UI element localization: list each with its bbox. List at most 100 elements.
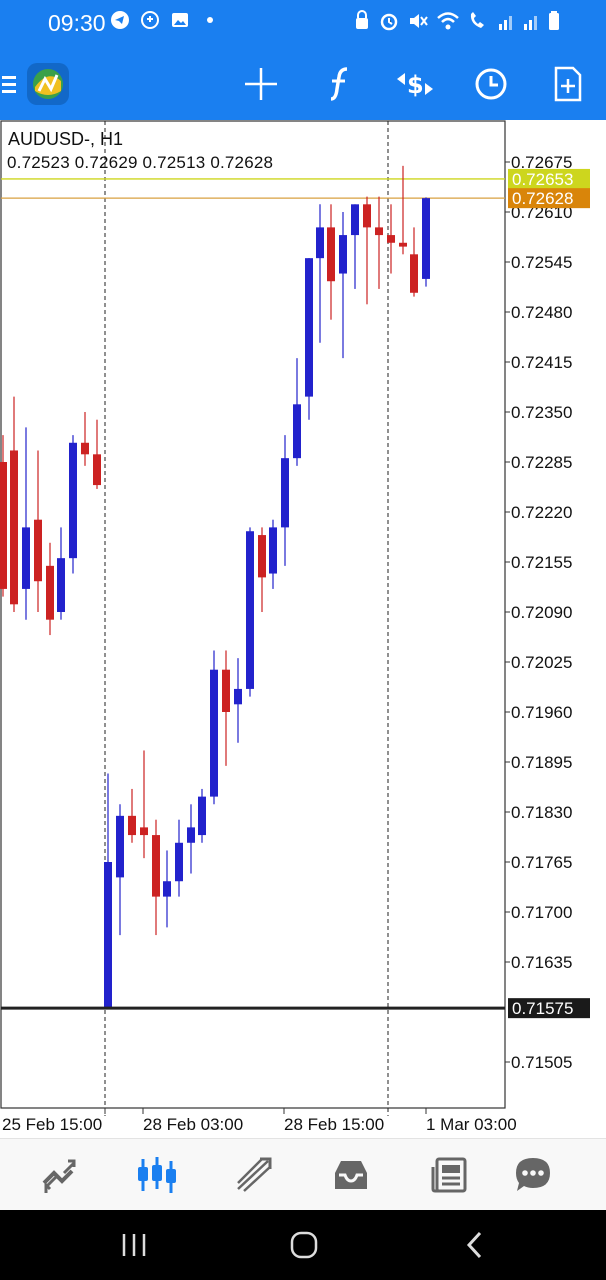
crosshair-button[interactable] — [236, 48, 286, 120]
trade-button[interactable]: $ — [388, 48, 442, 120]
candlestick-chart[interactable]: 0.726750.726100.725450.724800.724150.723… — [0, 120, 606, 1138]
candle-body — [246, 531, 254, 689]
y-tick-label: 0.72545 — [511, 253, 572, 272]
nav-chat[interactable] — [493, 1139, 573, 1211]
level-price-label: 0.71575 — [512, 999, 573, 1018]
nav-news[interactable] — [409, 1139, 489, 1211]
mute-icon — [410, 14, 428, 28]
charts-icon — [138, 1157, 176, 1193]
candle-body — [234, 688, 242, 705]
trade-icon: $ — [397, 71, 433, 99]
home-icon — [290, 1231, 318, 1259]
back-icon — [466, 1231, 482, 1259]
candle-body — [410, 254, 418, 293]
notification-icons — [110, 10, 220, 30]
y-tick-label: 0.72155 — [511, 553, 572, 572]
alarm-icon — [380, 13, 398, 31]
candle-body — [69, 442, 77, 559]
candle-body — [210, 669, 218, 797]
app-logo[interactable] — [22, 48, 74, 120]
y-tick-label: 0.71765 — [511, 853, 572, 872]
menu-button[interactable] — [0, 48, 20, 120]
candle-body — [0, 462, 7, 589]
candle-body — [422, 198, 430, 279]
chart-area[interactable]: 0.72675 0.72610 0.72545 0.72480 0.72415 0.723… — [0, 120, 606, 1138]
app-logo-icon — [27, 63, 69, 105]
svg-text:$: $ — [407, 71, 424, 99]
candle-body — [258, 535, 266, 578]
bid-price-label-bg — [508, 188, 590, 209]
candle-body — [387, 235, 395, 243]
indicators-icon — [330, 67, 348, 101]
candle-body — [57, 558, 65, 612]
nav-history[interactable] — [311, 1139, 391, 1211]
ohlc-values: 0.72523 0.72629 0.72513 0.72628 — [7, 153, 274, 172]
ask-price-label-bg — [508, 168, 590, 189]
x-tick-label: 28 Feb 03:00 — [143, 1115, 243, 1134]
wifi-calling-icon — [470, 12, 484, 28]
y-tick-label: 0.72350 — [511, 403, 572, 422]
candle-body — [46, 565, 54, 620]
candle-body — [293, 404, 301, 459]
quotes-icon — [42, 1159, 76, 1193]
top-toolbar: $ — [0, 48, 606, 120]
candle-body — [399, 242, 407, 247]
telegram-icon — [111, 11, 129, 29]
crosshair-icon — [245, 68, 277, 100]
timeframe-clock-icon — [475, 68, 507, 100]
candle-body — [128, 815, 136, 836]
news-icon — [431, 1157, 467, 1193]
level-price-label-bg — [508, 998, 590, 1019]
battery-icon — [549, 11, 559, 30]
recents-icon — [122, 1234, 146, 1256]
candle-body — [316, 227, 324, 259]
candle-body — [81, 442, 89, 455]
menu-icon — [2, 76, 16, 93]
indicators-button[interactable] — [313, 48, 363, 120]
y-tick-label: 0.72220 — [511, 503, 572, 522]
alarm-lock-icon — [356, 10, 368, 29]
new-order-button[interactable] — [544, 48, 592, 120]
history-icon — [335, 1161, 367, 1189]
candle-body — [152, 835, 160, 897]
gallery-icon — [172, 13, 188, 27]
candle-body — [351, 204, 359, 236]
candle-body — [269, 527, 277, 574]
nav-quotes[interactable] — [20, 1139, 100, 1211]
candle-body — [363, 204, 371, 228]
y-tick-label: 0.72415 — [511, 353, 572, 372]
dot-icon — [207, 17, 213, 23]
candle-body — [104, 862, 112, 1009]
candle-body — [339, 235, 347, 274]
nav-charts[interactable] — [117, 1139, 197, 1211]
y-tick-label: 0.71635 — [511, 953, 572, 972]
candle-body — [327, 227, 335, 282]
candle-body — [375, 227, 383, 236]
timeframe-button[interactable] — [466, 48, 516, 120]
new-document-icon — [554, 66, 582, 102]
y-tick-label: 0.72285 — [511, 453, 572, 472]
signal-icon — [499, 16, 512, 30]
candle-body — [281, 458, 289, 528]
x-tick-label: 1 Mar 03:00 — [426, 1115, 517, 1134]
y-tick-label: 0.71505 — [511, 1053, 572, 1072]
candle-body — [198, 796, 206, 836]
bid-price-label: 0.72628 — [512, 189, 573, 208]
y-tick-label: 0.72090 — [511, 603, 572, 622]
x-tick-label: 28 Feb 15:00 — [284, 1115, 384, 1134]
status-bar: 09:30 — [0, 0, 606, 48]
candle-body — [305, 258, 313, 397]
clock-text: 09:30 — [48, 10, 106, 36]
y-tick-label: 0.72025 — [511, 653, 572, 672]
home-button[interactable] — [259, 1210, 349, 1280]
nav-trade[interactable] — [214, 1139, 294, 1211]
symbol-timeframe-label: AUDUSD-, H1 — [8, 129, 124, 149]
y-tick-label: 0.71960 — [511, 703, 572, 722]
y-tick-label: 0.71830 — [511, 803, 572, 822]
signal-icon — [524, 16, 537, 30]
x-tick-label: 25 Feb 15:00 — [2, 1115, 102, 1134]
ask-price-label: 0.72653 — [512, 170, 573, 189]
y-tick-label: 0.72480 — [511, 303, 572, 322]
back-button[interactable] — [430, 1210, 520, 1280]
recents-button[interactable] — [90, 1210, 180, 1280]
